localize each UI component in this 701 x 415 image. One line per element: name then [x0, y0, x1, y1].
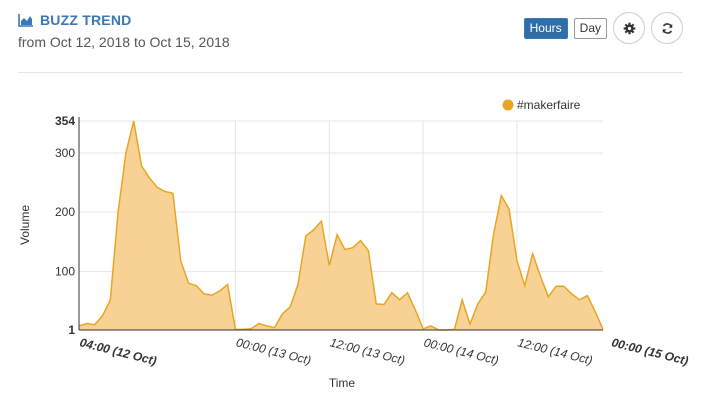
y-axis-label: Volume — [18, 205, 32, 245]
refresh-button[interactable] — [651, 12, 683, 44]
x-tick-label: 12:00 (14 Oct) — [516, 335, 594, 367]
title-row: BUZZ TREND — [18, 12, 683, 28]
legend-swatch — [502, 99, 514, 111]
legend: #makerfaire — [502, 98, 581, 112]
date-range-subtitle: from Oct 12, 2018 to Oct 15, 2018 — [18, 34, 230, 50]
series-area — [78, 120, 604, 331]
hours-button[interactable]: Hours — [523, 17, 568, 39]
legend-label: #makerfaire — [517, 98, 581, 112]
x-tick-label: 00:00 (14 Oct) — [422, 335, 500, 367]
y-tick-label: 300 — [55, 146, 75, 160]
series-line — [78, 120, 604, 331]
settings-button[interactable] — [613, 12, 645, 44]
x-tick-label: 04:00 (12 Oct) — [78, 335, 158, 368]
chart-header: BUZZ TREND from Oct 12, 2018 to Oct 15, … — [18, 10, 683, 73]
refresh-icon — [662, 22, 672, 34]
chart-controls: Hours Day — [523, 12, 683, 44]
area-chart-icon — [18, 13, 34, 27]
y-tick-label: 354 — [55, 114, 75, 128]
day-button[interactable]: Day — [573, 17, 607, 39]
x-tick-label: 00:00 (13 Oct) — [235, 335, 313, 367]
gear-icon — [623, 22, 635, 34]
y-tick-label: 100 — [55, 264, 75, 278]
x-tick-label: 00:00 (15 Oct) — [610, 335, 690, 368]
x-axis-label: Time — [329, 376, 356, 390]
y-tick-label: 200 — [55, 205, 75, 219]
chart-title: BUZZ TREND — [40, 12, 132, 28]
y-tick-label: 1 — [68, 323, 75, 337]
series-area-fill — [79, 121, 603, 330]
x-tick-label: 12:00 (13 Oct) — [329, 335, 407, 367]
